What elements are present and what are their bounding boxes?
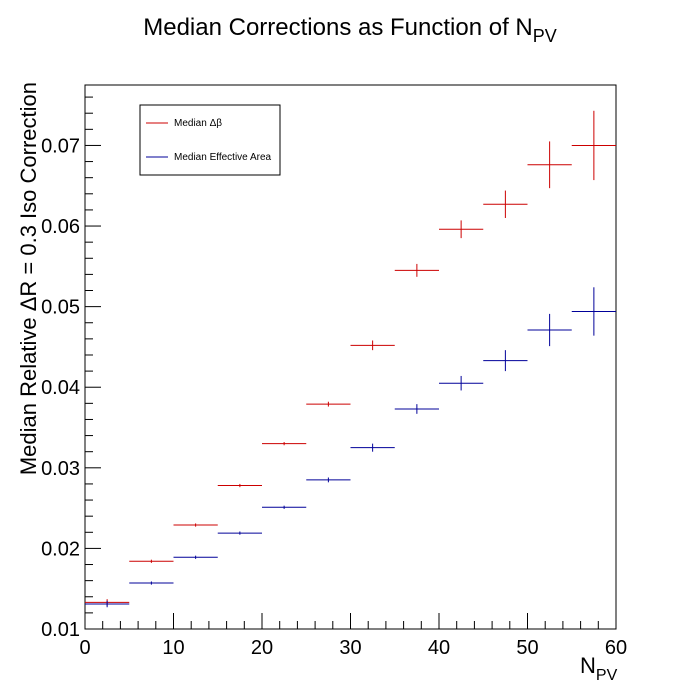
data-point-median-effective-area [173,555,218,559]
data-point-median-effective-area [217,531,262,535]
y-tick-label: 0.05 [41,297,80,319]
legend-label-median-effective-area: Median Effective Area [174,152,272,163]
y-axis-title: Median Relative ΔR = 0.3 Iso Correction [16,82,41,475]
legend-box [139,104,281,176]
data-point-median-effective-area [350,443,395,452]
data-point-median-delta-beta [262,442,307,446]
legend: Median Δβ Median Effective Area [139,104,281,176]
x-tick-label: 10 [162,637,184,659]
x-tick-label: 50 [516,637,538,659]
data-point-median-delta-beta [350,340,395,351]
data-point-median-effective-area [571,287,616,336]
x-tick-label: 40 [428,637,450,659]
data-point-median-delta-beta [571,110,616,181]
x-axis: 0 10 20 30 40 50 60 [79,613,627,659]
data-point-median-delta-beta [394,263,439,277]
data-point-median-effective-area [394,404,439,414]
x-tick-label: 0 [79,637,90,659]
series-median-effective-area [85,287,616,608]
data-point-median-effective-area [483,350,528,372]
data-point-median-effective-area [85,600,130,608]
data-point-median-delta-beta [217,483,262,488]
y-tick-label: 0.04 [41,377,80,399]
data-point-median-effective-area [262,505,307,509]
data-series [85,110,616,608]
y-axis: 0.01 0.02 0.03 0.04 0.05 0.06 0.07 [41,96,101,641]
y-tick-label: 0.01 [41,619,80,641]
data-point-median-delta-beta [129,559,174,563]
data-point-median-delta-beta [527,141,572,189]
x-axis-title: NPV [580,653,618,684]
x-tick-label: 30 [339,637,361,659]
y-tick-label: 0.03 [41,458,80,480]
x-tick-label: 60 [605,637,627,659]
y-tick-label: 0.02 [41,538,80,560]
x-axis-title-subscript: PV [596,667,618,684]
data-point-median-delta-beta [306,401,351,407]
chart-title-subscript: PV [533,26,557,46]
y-tick-label: 0.07 [41,135,80,157]
data-point-median-delta-beta [483,190,528,218]
data-point-median-effective-area [527,313,572,347]
data-point-median-delta-beta [439,220,484,239]
data-point-median-effective-area [306,477,351,483]
chart-title: Median Corrections as Function of NPV [143,14,557,46]
y-tick-label: 0.06 [41,216,80,238]
legend-label-median-delta-beta: Median Δβ [174,118,222,129]
data-point-median-effective-area [439,375,484,391]
data-point-median-effective-area [129,581,174,585]
data-point-median-delta-beta [173,523,218,527]
x-tick-label: 20 [251,637,273,659]
